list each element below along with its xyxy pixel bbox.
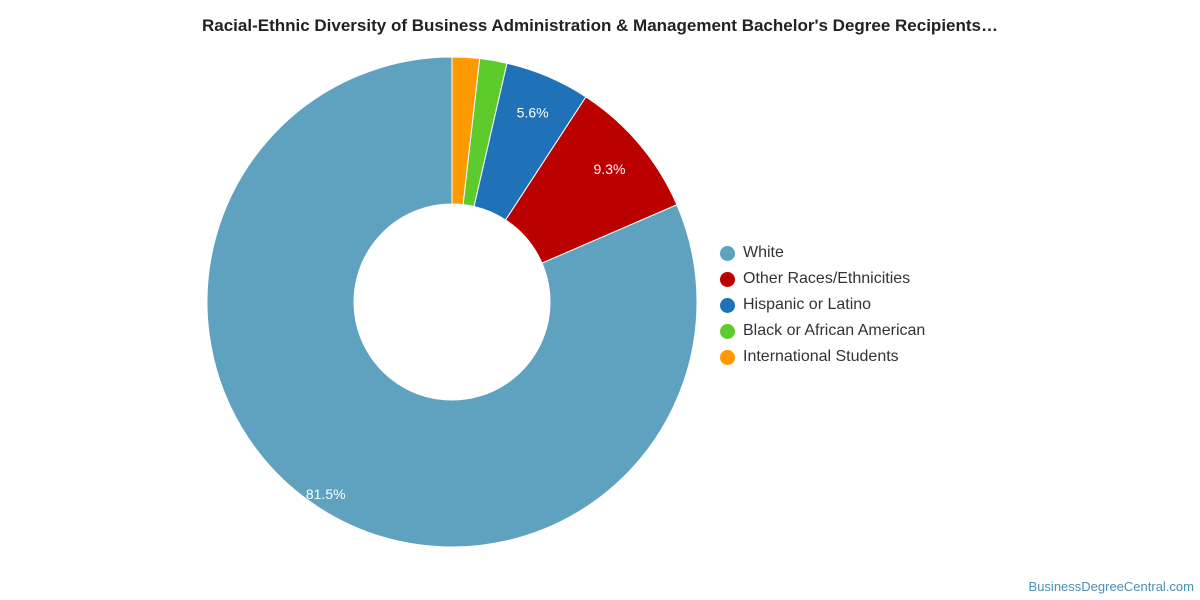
legend-item-international-students[interactable]: International Students bbox=[720, 344, 1020, 370]
slice-label-hispanic-or-latino: 5.6% bbox=[517, 104, 549, 120]
legend-label: White bbox=[743, 244, 784, 261]
slice-white[interactable] bbox=[206, 56, 698, 548]
legend-swatch bbox=[720, 323, 735, 339]
legend-label: Black or African American bbox=[743, 322, 926, 339]
legend-swatch bbox=[720, 245, 735, 261]
legend-item-white[interactable]: White bbox=[720, 240, 1020, 266]
legend-item-black-or-african-american[interactable]: Black or African American bbox=[720, 318, 1020, 344]
legend-label: Hispanic or Latino bbox=[743, 296, 872, 313]
slice-labels: 81.5% 9.3% 5.6% bbox=[306, 104, 626, 502]
chart-legend: White Other Races/Ethnicities Hispanic or … bbox=[720, 240, 1020, 370]
chart-title: Racial-Ethnic Diversity of Business Admi… bbox=[201, 16, 998, 35]
legend-label: International Students bbox=[743, 348, 899, 365]
slice-label-other-races-ethnicities: 9.3% bbox=[594, 161, 626, 177]
legend-item-other-races-ethnicities[interactable]: Other Races/Ethnicities bbox=[720, 266, 1020, 292]
legend-label: Other Races/Ethnicities bbox=[743, 270, 911, 287]
slice-label-white: 81.5% bbox=[306, 486, 346, 502]
donut-slices bbox=[206, 56, 698, 548]
legend-item-hispanic-or-latino[interactable]: Hispanic or Latino bbox=[720, 292, 1020, 318]
source-credit[interactable]: BusinessDegreeCentral.com bbox=[1028, 579, 1194, 594]
slice-international-students[interactable] bbox=[451, 56, 481, 206]
legend-swatch bbox=[720, 271, 735, 287]
legend-swatch bbox=[720, 297, 735, 313]
legend-swatch bbox=[720, 349, 735, 365]
